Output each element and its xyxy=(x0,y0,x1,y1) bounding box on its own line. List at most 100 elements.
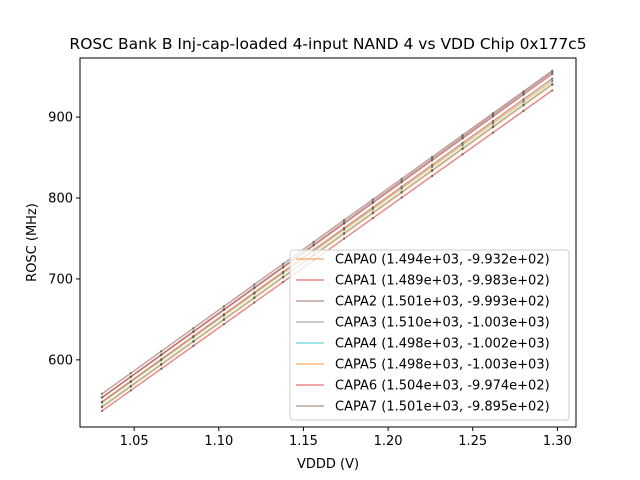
data-point-capa1 xyxy=(160,367,163,370)
data-point-capa0 xyxy=(431,165,434,168)
data-point-capa1 xyxy=(253,301,256,304)
data-point-capa1 xyxy=(342,237,346,240)
x-tick-label: 1.25 xyxy=(458,434,487,449)
data-point-capa5 xyxy=(400,191,403,194)
x-tick-label: 1.10 xyxy=(204,434,233,449)
data-point-capa7 xyxy=(342,219,346,222)
data-point-capa0 xyxy=(282,272,285,275)
data-point-capa1 xyxy=(100,409,104,413)
data-point-capa6 xyxy=(551,72,554,76)
x-axis-title: VDDD (V) xyxy=(297,457,359,472)
data-point-capa6 xyxy=(461,137,464,140)
data-point-capa2 xyxy=(522,98,525,101)
data-point-capa6 xyxy=(431,159,434,162)
x-tick-label: 1.15 xyxy=(289,434,318,449)
data-point-capa5 xyxy=(522,104,525,107)
data-point-capa6 xyxy=(312,244,315,247)
data-point-capa7 xyxy=(129,372,132,375)
data-point-capa6 xyxy=(192,330,195,334)
data-point-capa1 xyxy=(400,196,403,199)
legend-label: CAPA3 (1.510e+03, -1.003e+03) xyxy=(335,316,550,331)
data-point-capa2 xyxy=(100,400,104,403)
data-point-capa7 xyxy=(282,262,285,265)
data-point-capa2 xyxy=(461,141,464,145)
data-point-capa5 xyxy=(192,340,195,343)
data-point-capa2 xyxy=(342,226,346,230)
y-tick-label: 900 xyxy=(48,111,73,126)
series-line-capa2 xyxy=(101,78,553,403)
data-point-capa1 xyxy=(551,89,554,92)
data-point-capa6 xyxy=(160,353,163,357)
data-point-capa6 xyxy=(100,396,104,399)
legend: CAPA0 (1.494e+03, -9.932e+02) CAPA1 (1.48… xyxy=(289,249,570,421)
data-point-capa0 xyxy=(371,208,374,211)
data-point-capa1 xyxy=(282,280,285,284)
data-point-capa0 xyxy=(400,187,403,190)
data-point-capa7 xyxy=(522,90,525,93)
legend-label: CAPA1 (1.489e+03, -9.983e+02) xyxy=(335,274,550,289)
x-axis: 1.05 1.10 1.15 1.20 1.25 1.30 xyxy=(120,427,572,449)
data-point-capa7 xyxy=(160,350,163,353)
data-point-capa7 xyxy=(461,133,464,137)
legend-box xyxy=(289,249,570,421)
data-point-capa7 xyxy=(371,198,374,201)
data-point-capa7 xyxy=(431,155,434,159)
data-point-capa2 xyxy=(371,206,374,209)
data-point-capa6 xyxy=(342,222,346,225)
y-tick-label: 800 xyxy=(48,191,73,206)
data-point-capa7 xyxy=(400,177,403,180)
series-points xyxy=(100,69,554,413)
legend-label: CAPA6 (1.504e+03, -9.974e+02) xyxy=(335,379,550,394)
data-point-capa2 xyxy=(282,270,285,273)
series-line-capa6 xyxy=(101,73,553,399)
data-point-capa2 xyxy=(160,358,163,361)
data-point-capa6 xyxy=(253,287,256,290)
legend-label: CAPA4 (1.498e+03, -1.002e+03) xyxy=(335,337,550,352)
data-point-capa1 xyxy=(431,174,434,178)
series-line-capa5 xyxy=(101,84,553,408)
data-point-capa0 xyxy=(522,100,525,103)
data-point-capa2 xyxy=(431,163,434,166)
data-point-capa5 xyxy=(222,318,225,322)
data-point-capa2 xyxy=(222,313,225,316)
data-point-capa0 xyxy=(461,144,464,147)
data-point-capa5 xyxy=(100,406,104,409)
data-point-capa7 xyxy=(222,305,225,308)
y-tick-label: 700 xyxy=(48,272,73,287)
data-point-capa5 xyxy=(160,363,163,366)
data-point-capa2 xyxy=(551,77,554,80)
data-point-capa1 xyxy=(222,323,225,326)
data-point-capa7 xyxy=(491,112,495,115)
y-tick-label: 600 xyxy=(48,353,73,368)
series-line-capa0 xyxy=(101,80,553,404)
legend-label: CAPA0 (1.494e+03, -9.932e+02) xyxy=(335,253,550,268)
data-point-capa3 xyxy=(491,113,495,117)
series-line-capa7 xyxy=(101,70,553,395)
data-point-capa2 xyxy=(129,379,132,383)
x-tick-label: 1.05 xyxy=(120,434,149,449)
data-point-capa5 xyxy=(431,169,434,172)
legend-label: CAPA7 (1.501e+03, -9.895e+02) xyxy=(335,400,550,415)
data-point-capa5 xyxy=(461,147,464,151)
data-point-capa5 xyxy=(253,297,256,300)
data-point-capa3 xyxy=(522,91,525,95)
data-point-capa1 xyxy=(129,389,132,392)
data-point-capa6 xyxy=(371,201,374,205)
data-point-capa0 xyxy=(551,79,554,83)
plot-frame xyxy=(79,57,577,428)
data-point-capa3 xyxy=(461,135,464,139)
data-point-capa1 xyxy=(461,153,464,156)
data-point-capa0 xyxy=(491,122,495,125)
data-point-capa6 xyxy=(400,181,403,184)
data-point-capa0 xyxy=(342,228,346,231)
data-point-capa1 xyxy=(371,217,374,220)
data-point-capa5 xyxy=(342,232,346,235)
data-point-capa6 xyxy=(282,266,285,269)
y-axis: 600 700 800 900 xyxy=(48,111,80,368)
legend-label: CAPA5 (1.498e+03, -1.003e+03) xyxy=(335,358,550,373)
legend-label: CAPA2 (1.501e+03, -9.993e+02) xyxy=(335,295,550,310)
data-point-capa2 xyxy=(400,185,403,188)
data-point-capa6 xyxy=(491,115,495,118)
data-point-capa7 xyxy=(253,283,256,286)
